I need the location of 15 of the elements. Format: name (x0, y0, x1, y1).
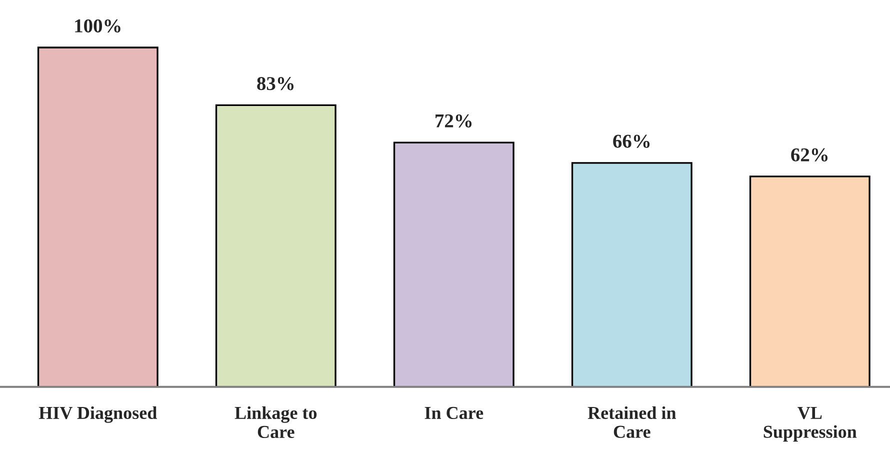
bar (571, 162, 692, 387)
x-tick-label: Linkage to Care (234, 406, 317, 438)
data-label: 100% (75, 19, 120, 33)
x-tick-label: HIV Diagnosed (38, 406, 157, 423)
data-label: 66% (613, 134, 650, 148)
bar (393, 142, 514, 387)
x-tick-label: Retained in Care (588, 406, 676, 438)
data-label: 83% (257, 77, 294, 90)
x-tick-label: In Care (424, 406, 484, 420)
data-label: 62% (791, 148, 828, 162)
bar (37, 46, 158, 387)
data-label: 72% (436, 114, 472, 128)
x-tick-label: VL Suppression (764, 407, 857, 442)
bar (749, 176, 870, 387)
bar (215, 104, 336, 387)
